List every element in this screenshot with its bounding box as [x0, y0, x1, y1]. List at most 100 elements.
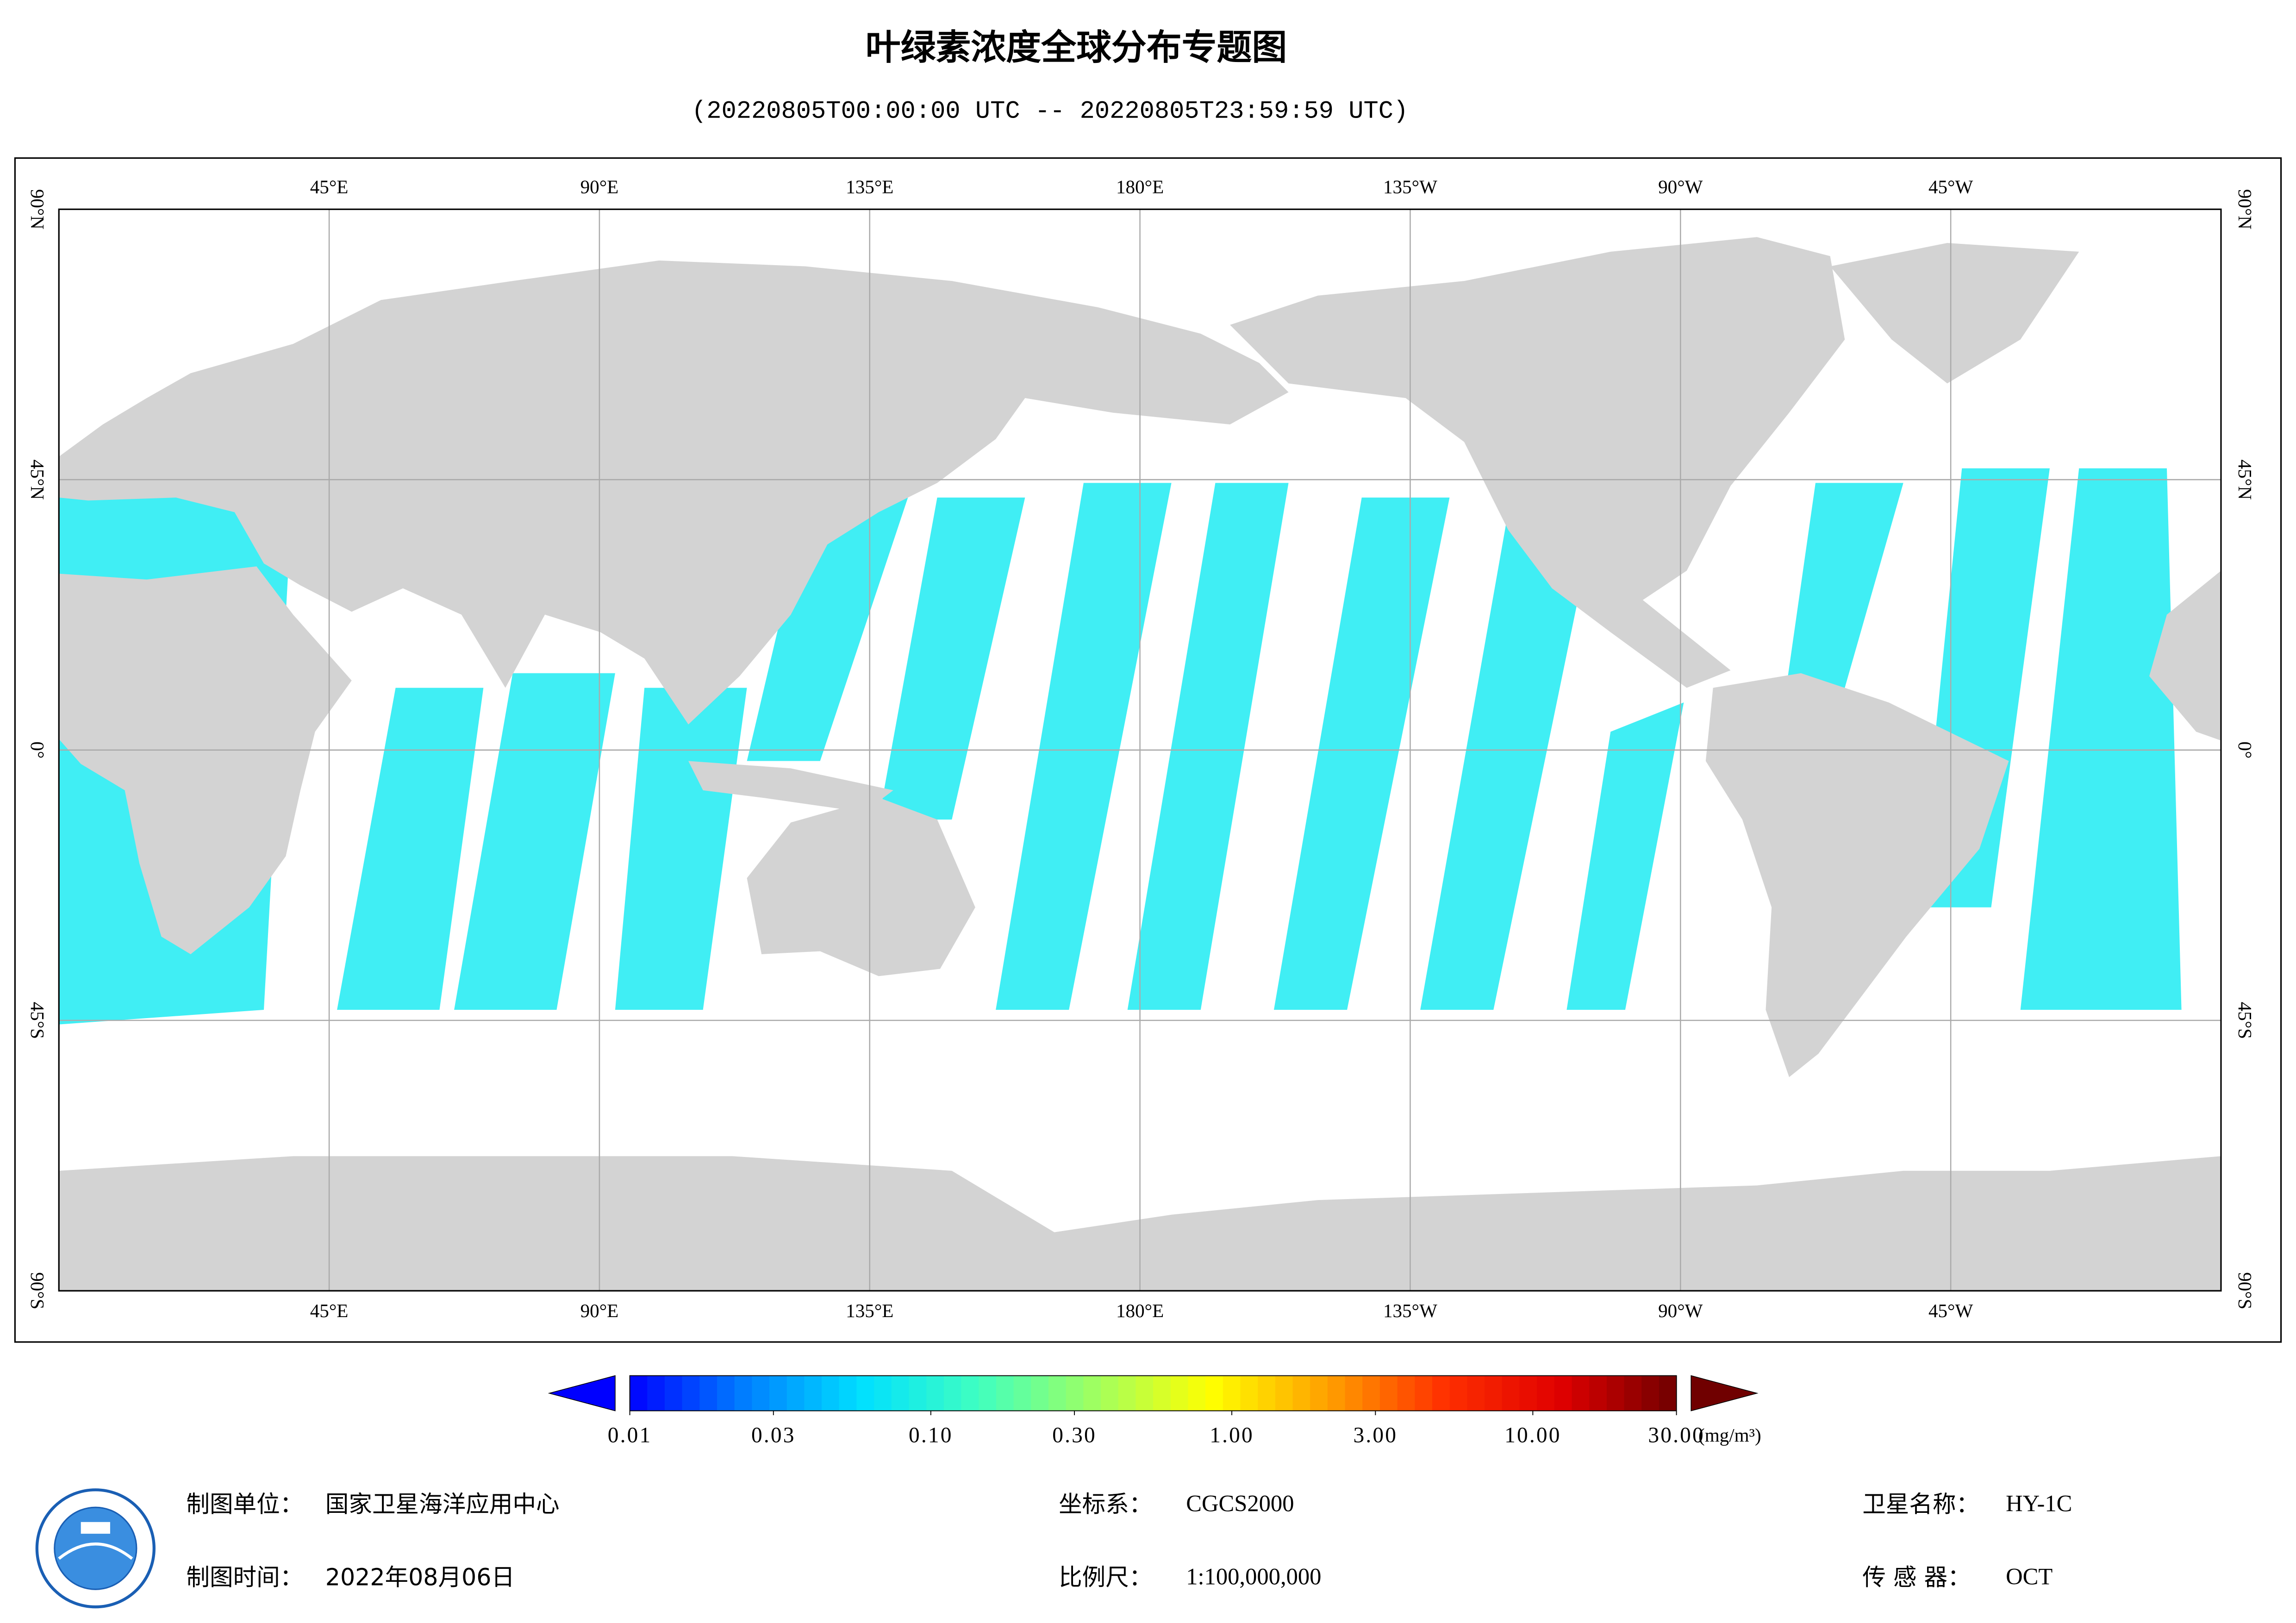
lon-label-top: 45°E: [310, 176, 349, 197]
west-africa: [2149, 571, 2221, 741]
colorbar-segment: [1449, 1375, 1468, 1411]
footer-label: 卫星名称：: [1862, 1491, 1979, 1518]
lat-label-left: 90°S: [27, 1272, 48, 1309]
colorbar-segment: [717, 1375, 735, 1411]
colorbar-segment: [1292, 1375, 1311, 1411]
lon-label-bottom: 45°W: [1928, 1300, 1973, 1321]
swath: [1420, 512, 1596, 1010]
colorbar-segment: [909, 1375, 927, 1411]
colorbar-segment: [786, 1375, 805, 1411]
swath: [1566, 702, 1684, 1010]
lat-label-right: 45°S: [2234, 1002, 2256, 1039]
colorbar-segment: [1118, 1375, 1136, 1411]
colorbar-segment: [1345, 1375, 1363, 1411]
colorbar-segment: [1519, 1375, 1538, 1411]
colorbar-tick-label: 0.30: [1052, 1423, 1097, 1447]
colorbar-segment: [979, 1375, 997, 1411]
colorbar-tick-label: 30.00: [1648, 1423, 1705, 1447]
colorbar-segment: [1153, 1375, 1171, 1411]
indonesia: [688, 761, 893, 813]
colorbar-segment: [1502, 1375, 1520, 1411]
colorbar-segment: [1415, 1375, 1433, 1411]
lon-label-top: 90°W: [1658, 176, 1703, 197]
colorbar-segment: [1083, 1375, 1101, 1411]
logo: [35, 1488, 156, 1609]
colorbar-segment: [1170, 1375, 1189, 1411]
swath: [337, 688, 484, 1010]
colorbar-border: [629, 1375, 1677, 1412]
map-border: [58, 208, 2222, 1292]
logo-wave: [58, 1542, 133, 1560]
colorbar-segment: [1362, 1375, 1380, 1411]
lon-label-top: 45°W: [1928, 176, 1973, 197]
colorbar-segment: [647, 1375, 665, 1411]
footer-value: OCT: [2006, 1564, 2053, 1590]
colorbar-segment: [1485, 1375, 1503, 1411]
colorbar-segment: [1136, 1375, 1154, 1411]
footer-value: HY-1C: [2006, 1491, 2072, 1517]
colorbar-segment: [996, 1375, 1014, 1411]
swath: [454, 673, 615, 1010]
lon-label-bottom: 135°W: [1383, 1300, 1437, 1321]
colorbar-segment: [839, 1375, 857, 1411]
lat-label-left: 45°S: [27, 1002, 48, 1039]
lon-label-bottom: 45°E: [310, 1300, 349, 1321]
africa: [59, 566, 352, 954]
colorbar: 0.01 0.03 0.10 0.30 1.00 3.00 10.00 30.00(mg/m³…: [548, 1375, 1761, 1447]
colorbar-segment: [1379, 1375, 1398, 1411]
colorbar-segment: [1310, 1375, 1328, 1411]
colorbar-segment: [1048, 1375, 1067, 1411]
lat-label-right: 45°N: [2234, 460, 2256, 500]
colorbar-segment: [1327, 1375, 1346, 1411]
colorbar-segment: [682, 1375, 700, 1411]
lat-label-left: 0°: [27, 741, 48, 759]
footer-value: 2022年08月06日: [325, 1564, 515, 1591]
colorbar-segment: [1223, 1375, 1241, 1411]
swath: [747, 497, 908, 761]
colorbar-segment: [1432, 1375, 1450, 1411]
swath: [1786, 483, 1903, 688]
lon-label-bottom: 135°E: [846, 1300, 893, 1321]
logo-satellite: [81, 1522, 110, 1534]
colorbar-segment: [1624, 1375, 1642, 1411]
colorbar-segment: [1240, 1375, 1259, 1411]
colorbar-segment: [699, 1375, 718, 1411]
colorbar-segment: [856, 1375, 875, 1411]
colorbar-segment: [734, 1375, 753, 1411]
colorbar-segment: [822, 1375, 840, 1411]
colorbar-segment: [1013, 1375, 1032, 1411]
colorbar-segment: [961, 1375, 980, 1411]
colorbar-tick-label: 0.03: [751, 1423, 796, 1447]
colorbar-segment: [804, 1375, 823, 1411]
lon-label-top: 90°E: [580, 176, 619, 197]
title: 叶绿素浓度全球分布专题图: [866, 27, 1287, 68]
lat-label-right: 90°S: [2234, 1272, 2256, 1309]
greenland: [1830, 243, 2079, 384]
footer-label: 制图单位：: [186, 1491, 303, 1518]
colorbar-segment: [943, 1375, 962, 1411]
eurasia: [59, 260, 1289, 725]
lon-label-bottom: 90°E: [580, 1300, 619, 1321]
colorbar-segment: [1537, 1375, 1555, 1411]
colorbar-segment: [630, 1375, 648, 1411]
map-area: [58, 208, 2222, 1292]
colorbar-segment: [769, 1375, 787, 1411]
swath: [996, 483, 1172, 1010]
colorbar-unit: (mg/m³): [1698, 1424, 1761, 1446]
map-frame: [14, 157, 2282, 1343]
colorbar-segment: [1572, 1375, 1590, 1411]
colorbar-segment: [1101, 1375, 1119, 1411]
colorbar-segment: [752, 1375, 770, 1411]
colorbar-over-arrow: [1691, 1375, 1759, 1412]
colorbar-segment: [1066, 1375, 1084, 1411]
colorbar-segment: [1589, 1375, 1607, 1411]
colorbar-segment: [1641, 1375, 1660, 1411]
lat-label-right: 90°N: [2234, 189, 2256, 230]
colorbar-segment: [1659, 1375, 1677, 1411]
lon-label-bottom: 180°E: [1116, 1300, 1164, 1321]
colorbar-segment: [874, 1375, 892, 1411]
footer-label: 传 感 器：: [1862, 1564, 1971, 1591]
